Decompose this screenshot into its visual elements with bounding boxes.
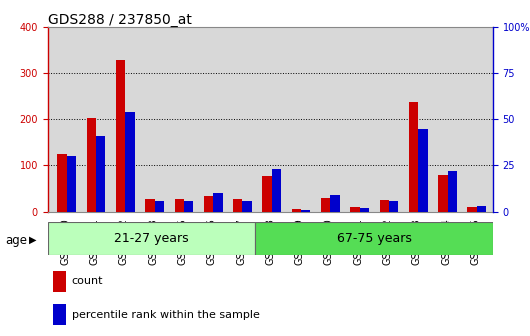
Text: percentile rank within the sample: percentile rank within the sample [72, 309, 259, 320]
Bar [213, 193, 223, 212]
Bar [96, 136, 105, 212]
Bar [389, 201, 399, 212]
Bar [67, 156, 76, 212]
Bar [418, 129, 428, 212]
Bar [447, 171, 457, 212]
Bar [262, 176, 272, 212]
Bar [233, 199, 242, 212]
Bar [467, 207, 477, 212]
Bar [292, 209, 301, 212]
Text: count: count [72, 276, 103, 286]
Bar [438, 175, 447, 212]
Bar [87, 118, 96, 212]
Text: GDS288 / 237850_at: GDS288 / 237850_at [48, 13, 191, 28]
Bar [53, 304, 66, 325]
Bar [184, 201, 193, 212]
Bar [321, 198, 330, 212]
Text: 21-27 years: 21-27 years [114, 232, 189, 245]
Bar [155, 201, 164, 212]
Bar [379, 200, 389, 212]
Bar [255, 222, 493, 255]
Bar [360, 208, 369, 212]
Bar [204, 196, 213, 212]
Bar [53, 271, 66, 292]
Text: ▶: ▶ [29, 235, 37, 245]
Bar [116, 60, 125, 212]
Bar [145, 199, 155, 212]
Bar [272, 169, 281, 212]
Bar [174, 199, 184, 212]
Bar [125, 112, 135, 212]
Bar [330, 195, 340, 212]
Bar [301, 210, 311, 212]
Bar [477, 206, 486, 212]
Bar [409, 102, 418, 212]
Text: age: age [5, 234, 28, 247]
Text: 67-75 years: 67-75 years [337, 232, 412, 245]
Bar [242, 201, 252, 212]
Bar [48, 222, 255, 255]
Bar [350, 207, 360, 212]
Bar [57, 154, 67, 212]
